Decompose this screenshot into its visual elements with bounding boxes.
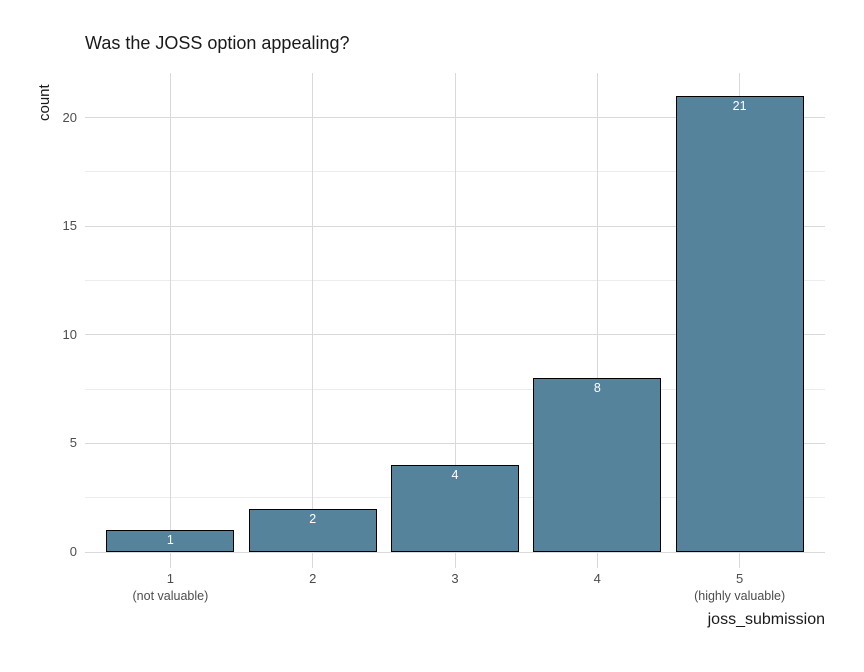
x-tick-mark: [454, 552, 456, 568]
chart-title: Was the JOSS option appealing?: [85, 33, 350, 53]
gridline-major-vertical: [312, 73, 314, 552]
gridline-major-vertical: [454, 73, 456, 552]
gridline-major-vertical: [169, 73, 171, 552]
x-tick-mark: [596, 552, 598, 568]
bar-value-label: 8: [593, 381, 601, 396]
y-axis-tick-label: 5: [69, 435, 77, 451]
y-axis-tick-label: 15: [62, 218, 77, 234]
x-axis-tick-label: 5: [735, 571, 744, 586]
bar-value-label: 1: [166, 533, 174, 548]
bar: [533, 378, 662, 552]
y-axis-tick-label: 10: [62, 326, 77, 342]
bar: [675, 95, 804, 552]
x-axis-tick-label: 4: [593, 571, 601, 586]
x-axis-tick-sublabel: (highly valuable): [694, 589, 786, 603]
x-axis-tick-label: 3: [451, 571, 459, 586]
x-axis-tick-label: 2: [309, 571, 317, 586]
bar-value-label: 21: [732, 98, 747, 113]
x-axis-title: joss_submission: [707, 611, 825, 628]
y-axis-tick-label: 20: [62, 109, 77, 125]
y-axis-tick-label: 0: [69, 544, 77, 559]
x-tick-mark: [739, 552, 741, 568]
bar: [106, 530, 235, 552]
x-tick-mark: [312, 552, 314, 568]
bar-value-label: 2: [309, 511, 317, 526]
x-tick-mark: [169, 552, 171, 568]
x-axis-tick-sublabel: (not valuable): [132, 589, 209, 603]
bar: [390, 465, 520, 552]
gridline-major-vertical: [596, 73, 598, 552]
x-axis-tick-label: 1: [166, 571, 174, 586]
bar: [248, 508, 377, 552]
bar-value-label: 4: [451, 468, 459, 483]
